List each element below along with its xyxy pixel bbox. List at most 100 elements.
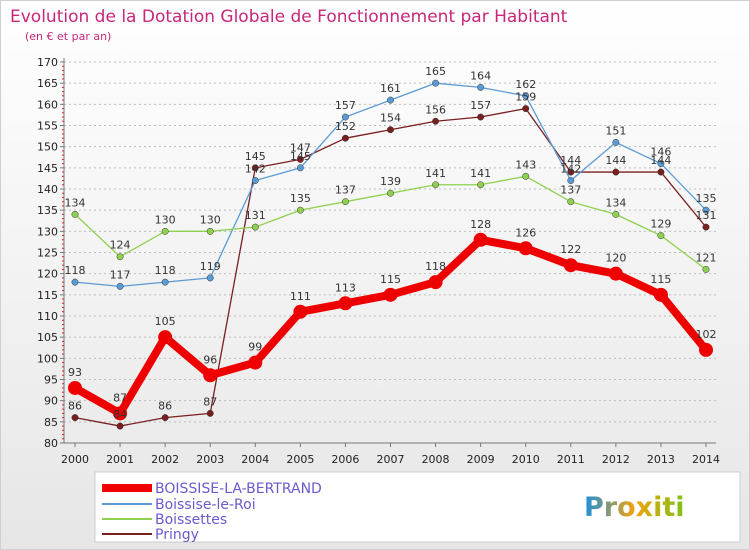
series-point-0-2	[158, 330, 173, 345]
y-tick-label-95: 95	[44, 374, 58, 387]
series-point-2-10	[522, 172, 530, 180]
axes	[60, 58, 716, 447]
data-label-1-3: 119	[200, 260, 221, 273]
legend-box	[94, 471, 741, 543]
legend-label-0: BOISSISE-LA-BERTRAND	[155, 481, 322, 497]
data-label-0-0: 93	[68, 366, 82, 379]
data-label-2-9: 141	[470, 167, 491, 180]
data-label-0-4: 99	[248, 341, 262, 354]
data-label-0-7: 115	[380, 273, 401, 286]
data-label-1-13: 146	[650, 146, 671, 159]
series-point-2-7	[387, 189, 394, 197]
data-label-1-9: 164	[470, 69, 491, 82]
proxiti-logo: Proxiti	[584, 492, 685, 523]
y-tick-label-115: 115	[37, 289, 58, 302]
series-point-0-8	[428, 275, 443, 290]
data-label-0-2: 105	[155, 315, 176, 328]
data-label-0-11: 122	[560, 243, 581, 256]
series-point-1-8	[432, 79, 440, 87]
data-label-0-13: 115	[650, 273, 671, 286]
series-point-0-0	[68, 380, 82, 395]
series-point-1-3	[206, 274, 214, 282]
series-point-0-1	[113, 406, 128, 421]
series-layer	[68, 79, 713, 430]
data-label-3-4: 145	[245, 150, 266, 163]
series-point-2-5	[296, 206, 304, 214]
x-tick-label-2000: 2000	[61, 453, 89, 466]
data-label-0-10: 126	[515, 226, 536, 239]
y-tick-label-120: 120	[37, 268, 58, 281]
y-tick-label-90: 90	[44, 395, 58, 408]
data-label-0-3: 96	[203, 353, 217, 366]
chart-subtitle: (en € et par an)	[25, 30, 111, 43]
x-tick-label-2004: 2004	[241, 453, 269, 466]
data-label-0-9: 128	[470, 218, 491, 231]
data-label-1-6: 157	[335, 99, 356, 112]
y-tick-label-155: 155	[37, 120, 58, 133]
x-tick-label-2010: 2010	[512, 453, 540, 466]
data-label-3-2: 86	[158, 400, 172, 413]
series-point-1-14	[702, 206, 710, 214]
data-label-1-8: 165	[425, 65, 446, 78]
series-point-0-3	[203, 368, 218, 383]
data-label-3-14: 131	[696, 209, 717, 222]
data-label-2-0: 134	[65, 196, 86, 209]
x-tick-label-2005: 2005	[286, 453, 314, 466]
legend-label-1: Boissise-le-Roi	[155, 497, 256, 513]
x-tick-label-2002: 2002	[151, 453, 179, 466]
data-label-1-2: 118	[155, 264, 176, 277]
x-tick-label-2011: 2011	[557, 453, 585, 466]
data-label-1-7: 161	[380, 82, 401, 95]
series-point-3-3	[206, 409, 214, 417]
series-point-0-5	[293, 304, 308, 319]
data-label-2-4: 131	[245, 209, 266, 222]
series-point-3-0	[71, 414, 79, 422]
series-point-2-11	[567, 198, 575, 206]
series-point-2-4	[251, 223, 259, 231]
series-point-1-4	[251, 177, 259, 184]
data-label-3-1: 84	[113, 408, 127, 421]
data-label-1-10: 162	[515, 78, 536, 91]
data-label-3-9: 157	[470, 99, 491, 112]
y-tick-label-140: 140	[37, 183, 58, 196]
series-point-2-13	[657, 232, 665, 240]
legend-label-3: Pringy	[155, 527, 199, 543]
series-point-3-12	[612, 168, 620, 176]
legend-label-2: Boissettes	[155, 512, 227, 528]
x-tick-label-2007: 2007	[377, 453, 405, 466]
data-label-2-12: 134	[605, 196, 626, 209]
legend: BOISSISE-LA-BERTRANDBoissise-le-RoiBoiss…	[102, 481, 322, 543]
series-point-2-1	[116, 253, 124, 261]
series-point-1-7	[387, 96, 394, 104]
y-tick-label-150: 150	[37, 141, 58, 154]
series-point-2-0	[71, 210, 79, 218]
y-tick-label-110: 110	[37, 310, 58, 323]
data-label-0-8: 118	[425, 260, 446, 273]
y-tick-label-145: 145	[37, 162, 58, 175]
data-label-1-1: 117	[110, 268, 131, 281]
x-tick-label-2013: 2013	[647, 453, 675, 466]
series-point-3-2	[161, 414, 169, 422]
series-point-1-1	[116, 282, 124, 290]
data-label-1-14: 135	[696, 192, 717, 205]
series-point-3-5	[296, 155, 304, 163]
series-point-0-12	[608, 266, 623, 281]
x-tick-label-2008: 2008	[422, 453, 450, 466]
data-label-3-0: 86	[68, 400, 82, 413]
series-point-0-11	[563, 258, 578, 273]
data-label-3-3: 87	[203, 395, 217, 408]
x-tick-label-2001: 2001	[106, 453, 134, 466]
series-point-0-10	[518, 241, 533, 256]
series-point-2-8	[432, 181, 440, 189]
series-point-3-14	[702, 223, 710, 231]
data-label-2-13: 129	[650, 218, 671, 231]
chart-title: Evolution de la Dotation Globale de Fonc…	[10, 7, 568, 27]
data-label-1-5: 145	[290, 150, 311, 163]
data-label-2-5: 135	[290, 192, 311, 205]
data-label-1-0: 118	[65, 264, 86, 277]
x-tick-label-2006: 2006	[331, 453, 359, 466]
data-label-0-6: 113	[335, 281, 356, 294]
y-tick-label-135: 135	[37, 204, 58, 217]
data-label-3-13: 144	[650, 154, 671, 167]
